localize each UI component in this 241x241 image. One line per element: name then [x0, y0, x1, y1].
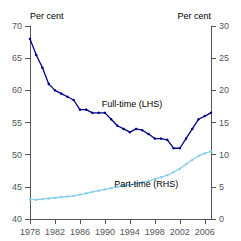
svg-text:2006: 2006: [195, 227, 215, 237]
svg-text:10: 10: [219, 150, 229, 160]
svg-text:30: 30: [219, 21, 229, 31]
svg-text:Full-time (LHS): Full-time (LHS): [102, 99, 163, 109]
svg-text:Per cent: Per cent: [177, 11, 211, 21]
svg-text:Part-time (RHS): Part-time (RHS): [114, 179, 178, 189]
svg-text:2002: 2002: [170, 227, 190, 237]
svg-text:15: 15: [219, 118, 229, 128]
svg-text:1994: 1994: [120, 227, 140, 237]
svg-text:45: 45: [12, 182, 22, 192]
svg-text:50: 50: [12, 150, 22, 160]
svg-text:1978: 1978: [20, 227, 40, 237]
svg-text:70: 70: [12, 21, 22, 31]
svg-text:25: 25: [219, 53, 229, 63]
svg-text:60: 60: [12, 85, 22, 95]
svg-text:55: 55: [12, 118, 22, 128]
svg-text:1986: 1986: [70, 227, 90, 237]
svg-text:5: 5: [219, 182, 224, 192]
svg-text:Per cent: Per cent: [30, 11, 64, 21]
svg-text:20: 20: [219, 85, 229, 95]
svg-text:65: 65: [12, 53, 22, 63]
svg-text:40: 40: [12, 214, 22, 224]
svg-text:0: 0: [219, 214, 224, 224]
svg-text:1990: 1990: [95, 227, 115, 237]
svg-text:1982: 1982: [45, 227, 65, 237]
svg-text:1998: 1998: [145, 227, 165, 237]
